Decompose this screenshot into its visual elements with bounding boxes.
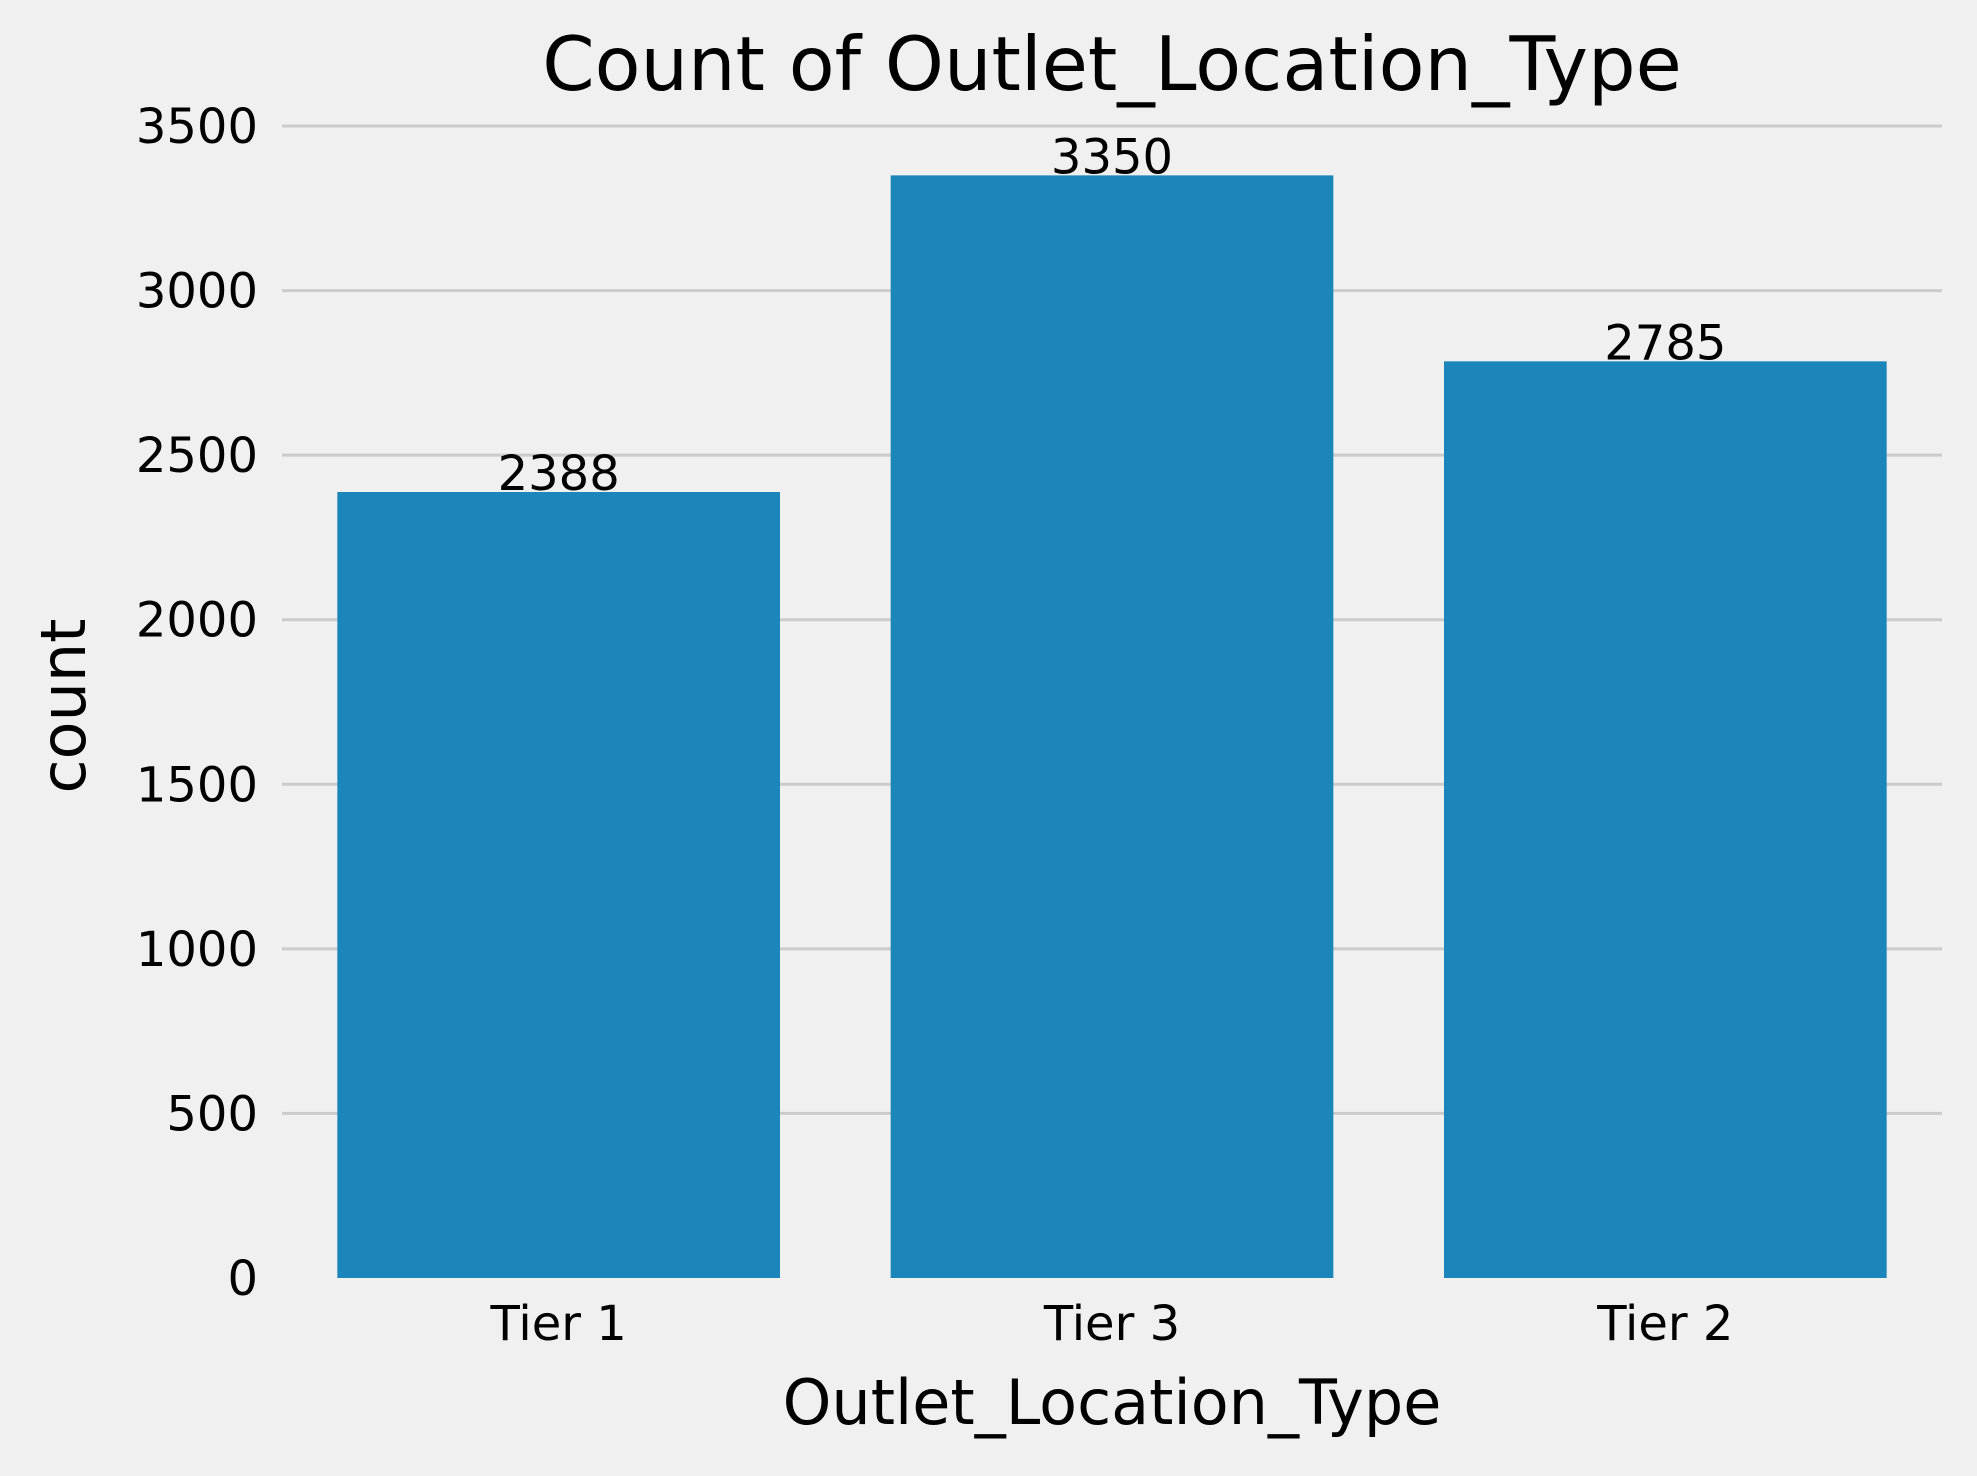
y-tick-label: 1500 — [136, 757, 258, 813]
y-tick-label: 2000 — [136, 593, 258, 649]
y-tick-label: 0 — [227, 1251, 258, 1307]
y-tick-label: 3000 — [136, 264, 258, 320]
y-axis-ticks: 0 500 1000 1500 2000 2500 3000 3500 — [136, 99, 258, 1307]
bars — [337, 175, 1887, 1279]
bar — [337, 492, 780, 1279]
x-axis-ticks: Tier 1 Tier 3 Tier 2 — [490, 1296, 1734, 1352]
y-axis-title: count — [27, 619, 100, 794]
bar-value-label: 2388 — [498, 446, 620, 502]
y-tick-label: 500 — [166, 1086, 258, 1142]
x-axis-title: Outlet_Location_Type — [783, 1366, 1442, 1439]
y-tick-label: 2500 — [136, 428, 258, 484]
bar-value-label: 3350 — [1051, 129, 1173, 185]
y-tick-label: 3500 — [136, 99, 258, 155]
y-tick-label: 1000 — [136, 922, 258, 978]
x-tick-label: Tier 1 — [490, 1296, 627, 1352]
bar — [1444, 361, 1887, 1278]
bar — [890, 175, 1334, 1278]
x-tick-label: Tier 2 — [1596, 1296, 1733, 1352]
bar-value-label: 2785 — [1604, 315, 1726, 371]
chart-title: Count of Outlet_Location_Type — [542, 20, 1682, 108]
data-labels: 2388 3350 2785 — [498, 129, 1727, 502]
x-tick-label: Tier 3 — [1043, 1296, 1180, 1352]
